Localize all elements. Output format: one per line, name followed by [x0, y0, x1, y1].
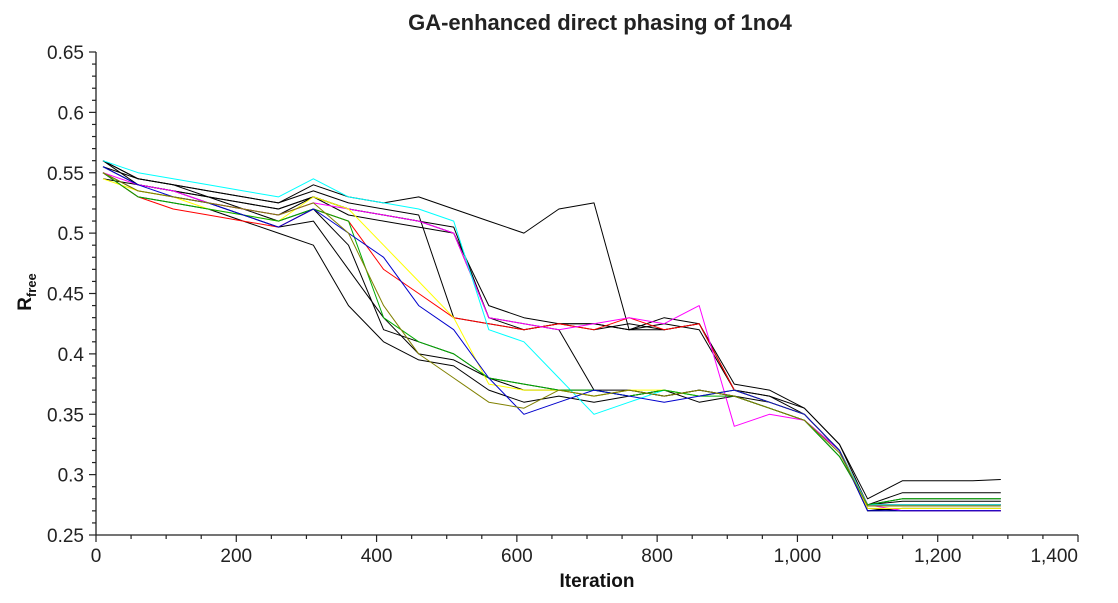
series-line-9	[102, 172, 1001, 506]
x-axis: 0 200 400 600 800 1,000 1,200 1,400	[91, 534, 1079, 567]
series-line-2	[102, 160, 1001, 506]
y-tick-label: 0.5	[58, 224, 84, 245]
y-axis-title-main: R	[15, 297, 36, 311]
series-line-11	[102, 160, 1001, 506]
series-line-12	[102, 178, 1001, 509]
series-line-15	[102, 172, 1001, 507]
x-tick-label: 400	[361, 546, 393, 567]
series-line-6	[102, 166, 1001, 500]
y-tick-label: 0.45	[47, 285, 84, 306]
x-axis-title: Iteration	[560, 571, 635, 592]
y-axis: 0.25 0.3 0.35 0.4 0.45 0.5 0.55 0.6 0.65	[47, 43, 97, 547]
x-tick-label: 1,000	[774, 546, 822, 567]
series-line-4	[102, 178, 1001, 512]
y-tick-label: 0.55	[47, 164, 84, 185]
svg-text:Rfree: Rfree	[15, 273, 39, 311]
y-tick-label: 0.4	[58, 345, 85, 366]
x-tick-label: 1,400	[1030, 546, 1078, 567]
y-tick-label: 0.65	[47, 43, 84, 64]
series-line-10	[102, 172, 1001, 512]
x-tick-label: 200	[220, 546, 252, 567]
series-line-5	[102, 160, 1001, 506]
chart-title: GA-enhanced direct phasing of 1no4	[408, 10, 793, 35]
series-line-14	[102, 166, 1001, 512]
y-axis-title: Rfree	[15, 273, 39, 311]
y-tick-label: 0.6	[58, 103, 84, 124]
series-line-3	[102, 172, 1001, 512]
y-tick-label: 0.25	[47, 526, 84, 547]
y-axis-title-subscript: free	[24, 273, 39, 297]
x-tick-label: 800	[641, 546, 673, 567]
series-line-1	[102, 166, 1001, 506]
x-tick-label: 600	[501, 546, 533, 567]
y-tick-label: 0.35	[47, 405, 84, 426]
series-line-7	[102, 172, 1001, 512]
plot-lines	[102, 160, 1001, 512]
x-tick-label: 1,200	[914, 546, 962, 567]
x-tick-label: 0	[91, 546, 102, 567]
y-tick-label: 0.3	[58, 466, 84, 487]
series-line-8	[102, 160, 1001, 506]
series-line-13	[102, 172, 1001, 506]
